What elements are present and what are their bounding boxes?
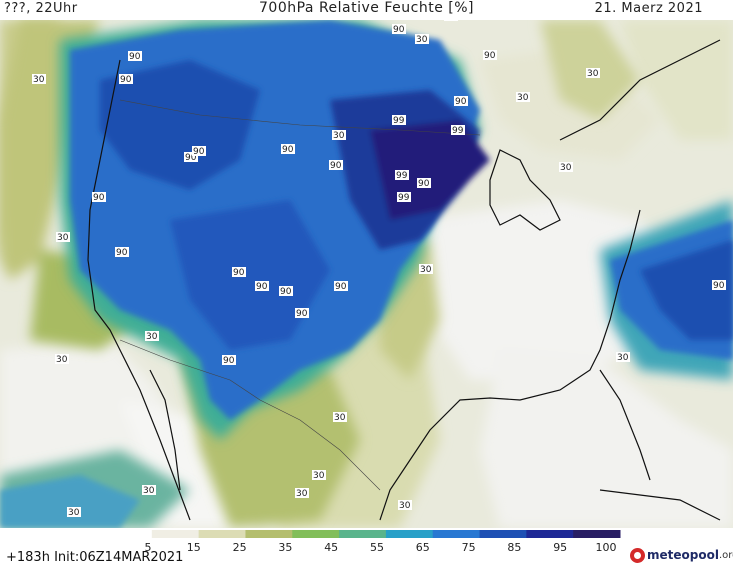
- contour-label-90: 90: [193, 147, 205, 157]
- meteopool-logo-icon: [630, 547, 645, 563]
- contour-label-30: 30: [296, 489, 308, 499]
- colorbar-label: 15: [186, 541, 201, 554]
- contour-label-99: 99: [393, 116, 405, 126]
- colorbar-label: 100: [595, 541, 617, 554]
- great-lakes-line: [489, 149, 561, 231]
- west-coast-line: [87, 59, 191, 521]
- contour-label-90: 90: [280, 287, 292, 297]
- contour-label-30: 30: [587, 69, 599, 79]
- us-mexico-border: [119, 339, 381, 491]
- canada-east-line: [559, 39, 721, 141]
- logo-tld: .org: [718, 549, 733, 561]
- contour-label-90: 90: [330, 161, 342, 171]
- colorbar-label: 35: [278, 541, 293, 554]
- colorbar-cell: [105, 530, 153, 538]
- contour-label-30: 30: [399, 501, 411, 511]
- colorbar-cell: [385, 530, 434, 538]
- contour-label-90: 90: [129, 52, 141, 62]
- contour-label-99: 99: [396, 171, 408, 181]
- contour-label-30: 30: [517, 93, 529, 103]
- florida-line: [599, 369, 651, 481]
- colorbar-label: 95: [553, 541, 568, 554]
- cuba-line: [599, 489, 721, 521]
- contour-label-30: 30: [313, 471, 325, 481]
- colorbar-cell: [245, 530, 293, 538]
- colorbar-label: 55: [370, 541, 384, 554]
- colorbar-cell: [573, 530, 621, 538]
- contour-label-90: 90: [116, 248, 128, 258]
- colorbar-cell: [198, 530, 246, 538]
- contour-label-99: 99: [452, 126, 464, 136]
- meteopool-logo[interactable]: meteopool .org: [630, 546, 733, 564]
- east-gulf-coast-line: [379, 209, 641, 521]
- valid-date: 21. Maerz 2021: [594, 1, 703, 16]
- map-title: 700hPa Relative Feuchte [%]: [259, 0, 474, 16]
- colorbar-cell: [339, 530, 387, 538]
- colorbar-label: 75: [461, 541, 476, 554]
- contour-label-99: 99: [445, 20, 457, 22]
- contour-label-90: 90: [455, 97, 467, 107]
- colorbar-cell: [479, 530, 527, 538]
- contour-label-90: 90: [484, 51, 496, 61]
- coastlines: [87, 39, 721, 521]
- colorbar-label: 65: [415, 541, 430, 554]
- colorbar-cell: [292, 530, 340, 538]
- dry-contour-labels: 30 30 30 30 30 30 30 30 30 30 30 30 30 3…: [32, 34, 630, 518]
- contour-label-30: 30: [33, 75, 45, 85]
- contour-label-30: 30: [560, 163, 572, 173]
- humidity-map-svg: 90 90 90 90 90 90 90 90 90 90 90 90 90 9…: [0, 20, 733, 528]
- contour-label-30: 30: [617, 353, 629, 363]
- forecast-run-info: +183h Init:06Z14MAR2021: [6, 550, 184, 565]
- contour-label-30: 30: [416, 35, 428, 45]
- logo-text: meteopool: [647, 548, 719, 562]
- colorbar-strip: [105, 530, 621, 538]
- colorbar-label: 85: [507, 541, 522, 554]
- contour-label-90: 90: [713, 281, 725, 291]
- contour-label-90: 90: [393, 25, 405, 35]
- contour-label-30: 30: [68, 508, 80, 518]
- contour-label-99: 99: [398, 193, 410, 203]
- contour-label-90: 90: [335, 282, 347, 292]
- colorbar-cell: [151, 530, 200, 538]
- borders: [119, 99, 481, 491]
- colorbar: 5 15 25 35 45 55 65 75 85 95 100 +183h Init:06Z14M…: [0, 528, 733, 566]
- humidity-map: 90 90 90 90 90 90 90 90 90 90 90 90 90 9…: [0, 20, 733, 528]
- contour-label-30: 30: [420, 265, 432, 275]
- colorbar-cell: [526, 530, 574, 538]
- contour-label-30: 30: [56, 355, 68, 365]
- contour-label-30: 30: [333, 131, 345, 141]
- moist-contour-labels: 90 90 90 90 90 90 90 90 90 90 90 90 90 9…: [92, 20, 726, 366]
- us-canada-border: [119, 99, 481, 136]
- contour-label-90: 90: [256, 282, 268, 292]
- baja-coast-line: [149, 369, 181, 491]
- contour-label-90: 90: [418, 179, 430, 189]
- colorbar-label: 45: [324, 541, 339, 554]
- contour-label-90: 90: [93, 193, 105, 203]
- contour-label-30: 30: [146, 332, 158, 342]
- contour-label-30: 30: [334, 413, 346, 423]
- contour-label-90: 90: [282, 145, 294, 155]
- colorbar-cell: [432, 530, 481, 538]
- contour-label-90: 90: [185, 153, 197, 163]
- contour-label-90: 90: [120, 75, 132, 85]
- colorbar-label: 25: [232, 541, 247, 554]
- colorbar-label: 5: [144, 541, 152, 554]
- contour-label-30: 30: [143, 486, 155, 496]
- contour-label-90: 90: [223, 356, 235, 366]
- contour-label-90: 90: [233, 268, 245, 278]
- contour-label-90: 90: [296, 309, 308, 319]
- header: ???, 22Uhr 700hPa Relative Feuchte [%] 2…: [0, 0, 733, 20]
- valid-time: ???, 22Uhr: [4, 1, 78, 16]
- contour-label-30: 30: [57, 233, 69, 243]
